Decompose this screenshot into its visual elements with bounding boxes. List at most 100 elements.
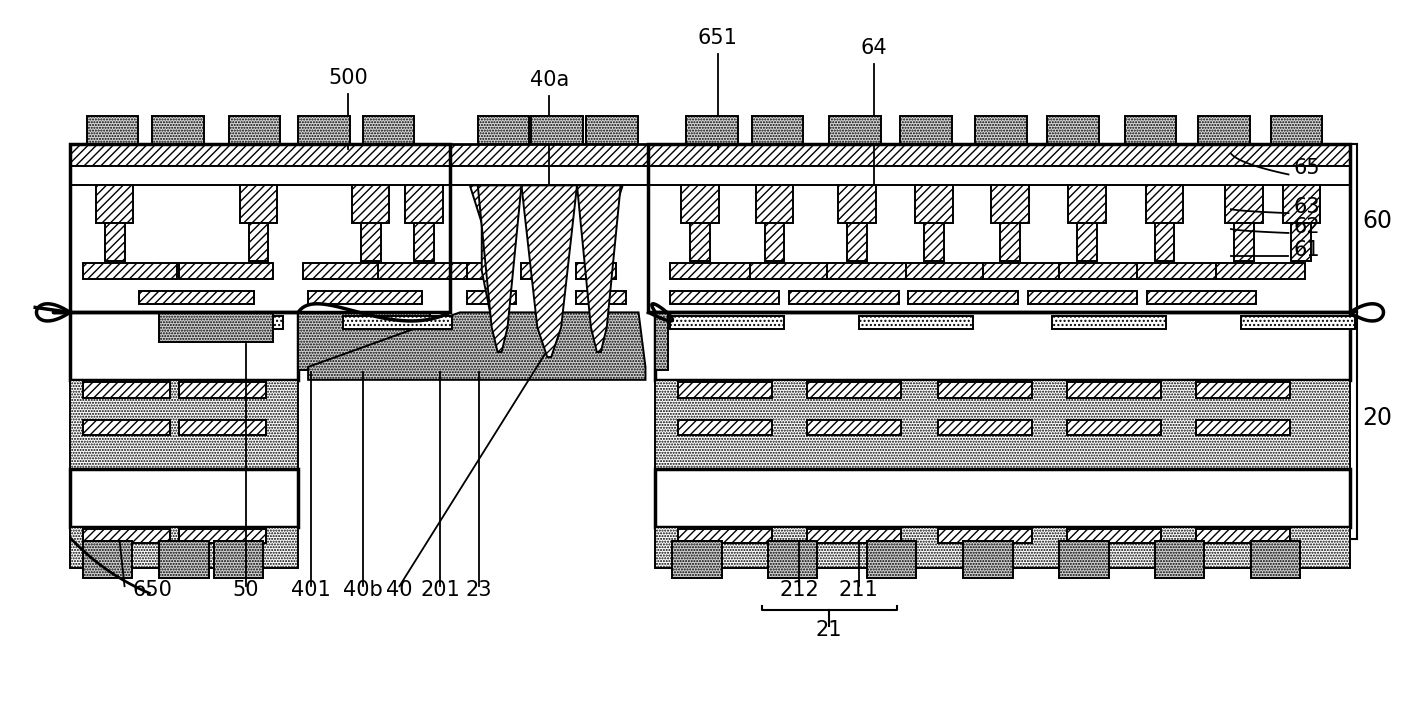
Bar — [467, 291, 516, 305]
Bar — [859, 316, 974, 329]
Text: 500: 500 — [328, 68, 368, 88]
Polygon shape — [470, 185, 514, 320]
Bar — [767, 541, 816, 578]
Bar — [1067, 420, 1162, 436]
Bar — [352, 185, 389, 223]
Polygon shape — [478, 185, 522, 352]
Bar — [229, 116, 280, 144]
Bar — [1155, 541, 1204, 578]
Bar — [764, 223, 784, 261]
Bar — [86, 116, 139, 144]
Text: 21: 21 — [816, 620, 842, 640]
Bar — [1271, 116, 1322, 144]
Text: 40: 40 — [386, 580, 413, 600]
Bar — [983, 263, 1073, 279]
Bar — [1067, 528, 1162, 543]
Bar — [655, 527, 1350, 568]
Bar — [990, 185, 1029, 223]
Bar — [964, 541, 1013, 578]
Text: 40b: 40b — [342, 580, 382, 600]
Bar — [1196, 420, 1290, 436]
Bar — [180, 382, 266, 397]
Bar — [908, 291, 1017, 305]
Bar — [655, 380, 1350, 469]
Text: 50: 50 — [232, 580, 259, 600]
Bar — [1196, 382, 1290, 397]
Text: 64: 64 — [860, 38, 887, 58]
Polygon shape — [299, 312, 430, 370]
Polygon shape — [525, 185, 567, 320]
Text: 61: 61 — [1293, 240, 1320, 260]
Bar — [1155, 223, 1174, 261]
Text: 401: 401 — [291, 580, 331, 600]
Bar — [678, 382, 773, 397]
Bar — [69, 144, 450, 166]
Bar — [83, 528, 170, 543]
Bar — [1136, 263, 1225, 279]
Bar — [848, 223, 867, 261]
Bar — [180, 528, 266, 543]
Text: 650: 650 — [133, 580, 173, 600]
Bar — [1125, 116, 1176, 144]
Bar — [83, 263, 177, 279]
Bar — [160, 312, 273, 342]
Bar — [838, 185, 876, 223]
Bar — [1199, 116, 1249, 144]
Bar — [361, 223, 381, 261]
Bar — [362, 116, 415, 144]
Bar — [916, 185, 954, 223]
Bar — [1053, 316, 1166, 329]
Text: 65: 65 — [1293, 158, 1320, 179]
Bar — [790, 291, 899, 305]
Bar — [829, 116, 880, 144]
Text: 63: 63 — [1293, 197, 1320, 217]
Bar — [924, 223, 944, 261]
Bar — [105, 223, 125, 261]
Bar — [69, 527, 299, 568]
Bar — [807, 528, 901, 543]
Text: 211: 211 — [839, 580, 879, 600]
Text: 40a: 40a — [529, 70, 569, 90]
Bar — [342, 316, 451, 329]
Bar — [1251, 541, 1300, 578]
Bar — [1047, 116, 1099, 144]
Bar — [678, 528, 773, 543]
Bar — [249, 223, 269, 261]
Bar — [672, 541, 722, 578]
Bar — [214, 541, 263, 578]
Bar — [405, 185, 443, 223]
Bar — [807, 382, 901, 397]
Bar — [751, 116, 804, 144]
Bar — [450, 166, 648, 185]
Text: 23: 23 — [466, 580, 492, 600]
Bar — [1060, 541, 1109, 578]
Text: 201: 201 — [420, 580, 460, 600]
Bar — [681, 185, 719, 223]
Bar — [1146, 185, 1183, 223]
Bar — [828, 263, 917, 279]
Bar — [1292, 223, 1312, 261]
Bar — [522, 263, 562, 279]
Bar — [1077, 223, 1097, 261]
Text: 651: 651 — [698, 29, 737, 48]
Bar — [478, 116, 529, 144]
Bar — [174, 316, 283, 329]
Bar — [648, 166, 1350, 185]
Bar — [807, 420, 901, 436]
Bar — [69, 166, 450, 185]
Bar — [83, 541, 133, 578]
Bar — [867, 541, 917, 578]
Bar — [750, 263, 839, 279]
Bar — [308, 291, 422, 305]
Bar — [467, 263, 507, 279]
Bar — [938, 382, 1033, 397]
Bar — [303, 263, 398, 279]
Bar — [671, 316, 784, 329]
Bar — [907, 263, 996, 279]
Bar — [671, 291, 780, 305]
Bar — [1215, 263, 1306, 279]
Polygon shape — [579, 185, 623, 320]
Bar — [180, 263, 273, 279]
Bar — [975, 116, 1026, 144]
Text: 62: 62 — [1293, 217, 1320, 237]
